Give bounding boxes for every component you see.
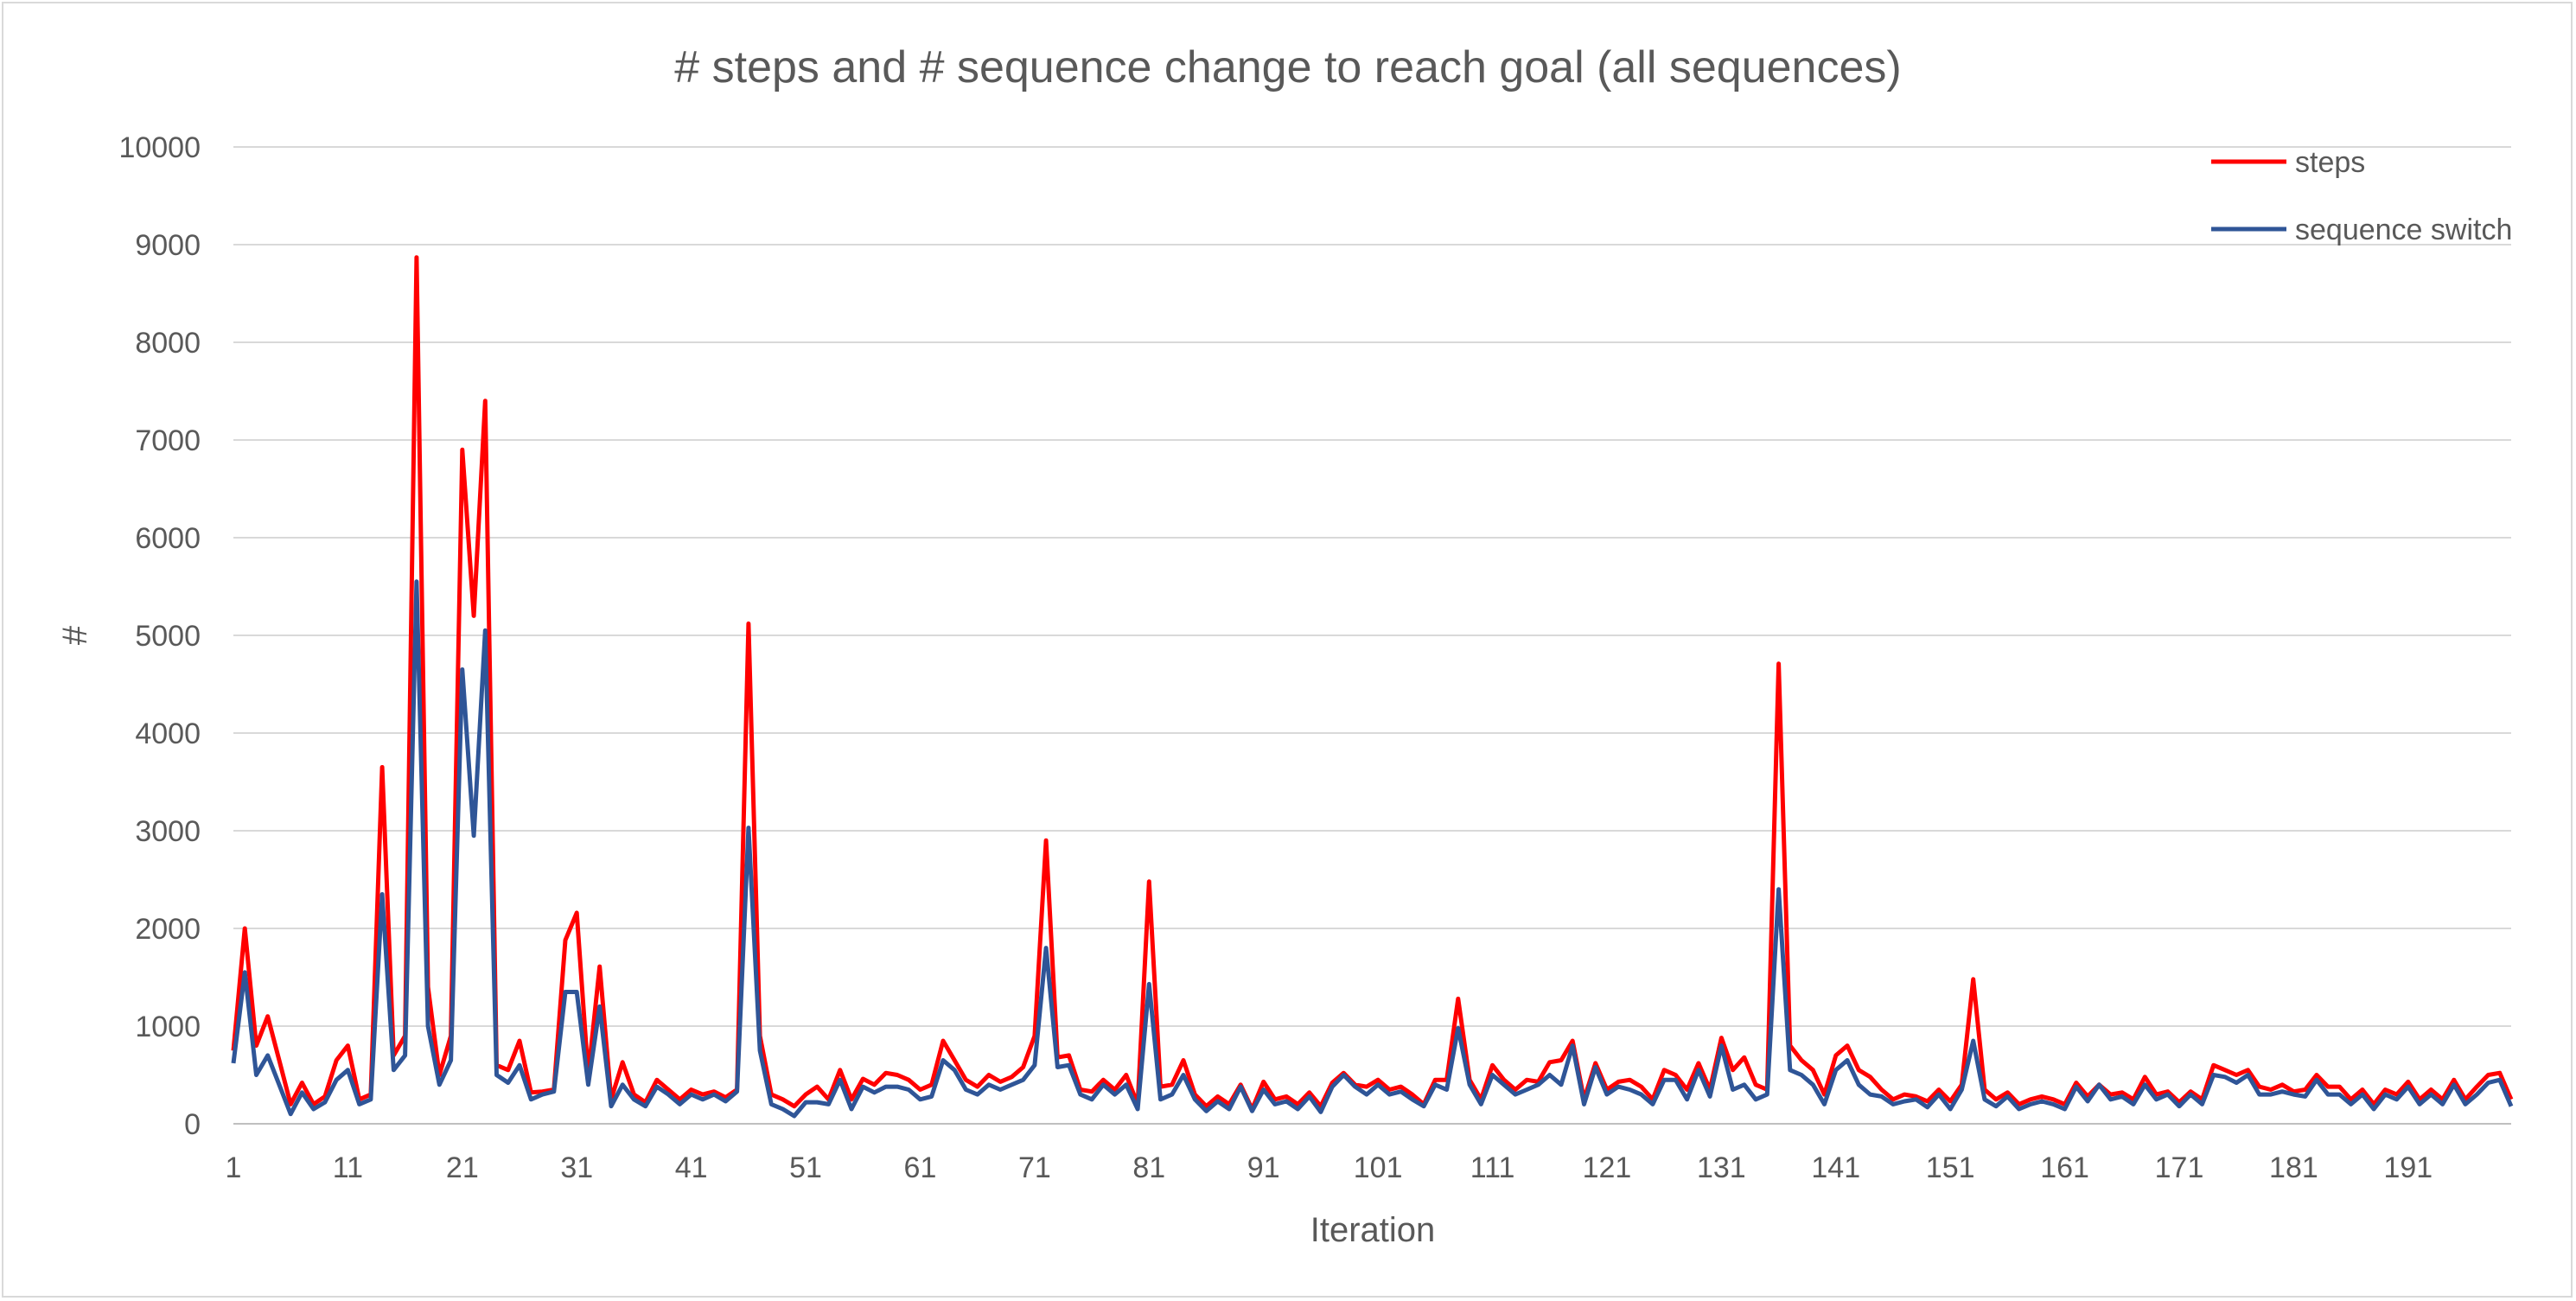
x-tick-label: 141 xyxy=(1811,1151,1860,1184)
x-tick-label: 1 xyxy=(226,1151,242,1184)
legend-label: steps xyxy=(2295,146,2365,179)
x-tick-label: 131 xyxy=(1697,1151,1746,1184)
y-tick-label: 7000 xyxy=(135,424,201,457)
legend-label: sequence switch xyxy=(2295,214,2512,246)
x-tick-label: 181 xyxy=(2269,1151,2318,1184)
x-tick-label: 51 xyxy=(789,1151,822,1184)
series-group xyxy=(231,255,2514,1119)
x-tick-label: 11 xyxy=(333,1151,363,1184)
x-tick-label: 161 xyxy=(2040,1151,2089,1184)
x-tick-label: 111 xyxy=(1470,1151,1515,1184)
x-tick-label: 121 xyxy=(1583,1151,1632,1184)
series-line-steps xyxy=(231,255,2514,1112)
x-tick-label: 191 xyxy=(2383,1151,2433,1184)
x-axis-label: Iteration xyxy=(1310,1211,1436,1249)
y-tick-label: 2000 xyxy=(135,913,201,946)
y-tick-label: 8000 xyxy=(135,327,201,360)
x-tick-label: 91 xyxy=(1247,1151,1280,1184)
x-tick-label: 81 xyxy=(1132,1151,1165,1184)
y-tick-label: 6000 xyxy=(135,522,201,555)
gridlines xyxy=(233,146,2511,1027)
x-tick-label: 31 xyxy=(560,1151,593,1184)
x-tick-label: 151 xyxy=(1926,1151,1975,1184)
series-line-sequence-switch xyxy=(231,579,2514,1119)
y-axis-label: # xyxy=(56,625,94,645)
x-tick-label: 171 xyxy=(2155,1151,2204,1184)
x-tick-label: 21 xyxy=(446,1151,479,1184)
x-tick-label: 101 xyxy=(1354,1151,1403,1184)
legend: steps sequence switch xyxy=(2211,146,2512,246)
y-tick-label: 1000 xyxy=(135,1011,201,1043)
y-tick-label: 10000 xyxy=(118,131,201,164)
x-tick-label: 71 xyxy=(1018,1151,1051,1184)
x-tick-label: 41 xyxy=(675,1151,708,1184)
y-tick-label: 3000 xyxy=(135,815,201,848)
y-tick-label: 4000 xyxy=(135,717,201,750)
x-tick-label: 61 xyxy=(904,1151,937,1184)
y-tick-label: 5000 xyxy=(135,620,201,653)
y-axis-ticks: 0 1000 2000 3000 4000 5000 6000 7000 8000 9000 100… xyxy=(118,131,201,1141)
y-tick-label: 9000 xyxy=(135,229,201,262)
y-tick-label: 0 xyxy=(184,1108,201,1141)
chart-title: # steps and # sequence change to reach g… xyxy=(674,42,1901,92)
x-axis-ticks: 1 11 21 31 41 51 61 71 81 91 101 111 121 131 141 151 161… xyxy=(226,1151,2433,1184)
